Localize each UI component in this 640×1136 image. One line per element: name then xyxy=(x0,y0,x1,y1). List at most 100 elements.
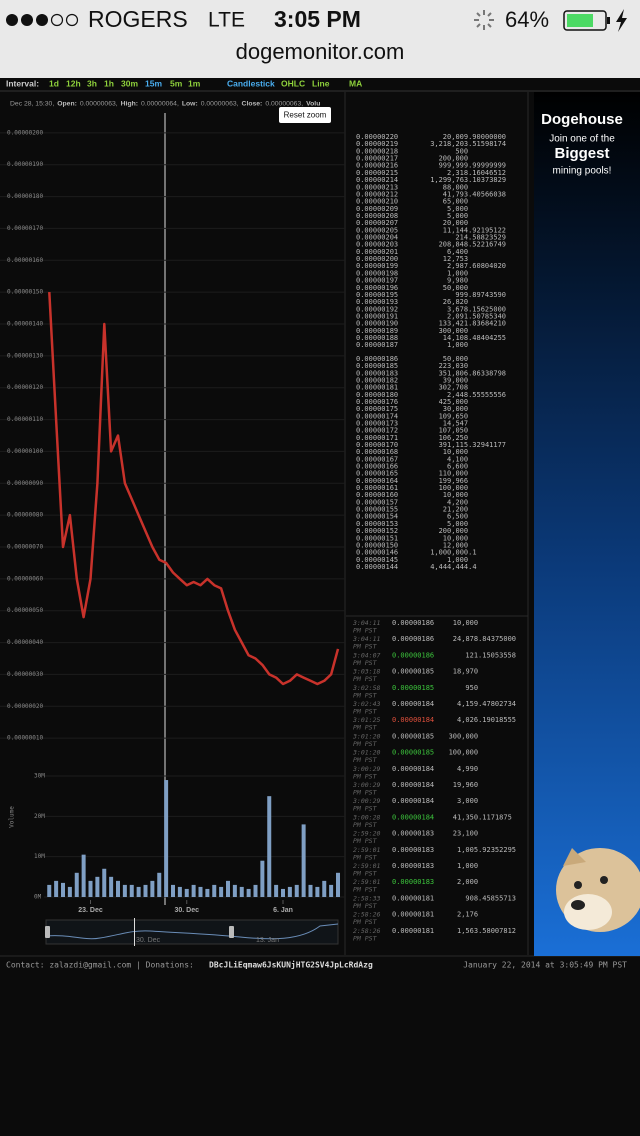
footer-contact: Contact: zalazdi@gmail.com | Donations: xyxy=(6,961,194,970)
y-tick-label: 20M xyxy=(34,813,45,820)
bid-price: 0.00000160 xyxy=(356,491,398,499)
reset-zoom-button[interactable] xyxy=(279,107,331,123)
bid-amount: 351,806.86338798 xyxy=(439,369,506,377)
browser-chrome xyxy=(0,0,640,78)
bid-amount: 5,000 xyxy=(447,520,468,528)
trade-time: 3:03:18 xyxy=(352,668,380,676)
ask-price: 0.00000191 xyxy=(356,313,398,321)
price-line xyxy=(48,292,340,686)
ask-price: 0.00000213 xyxy=(356,183,398,191)
trade-amount: 2,000 xyxy=(457,878,478,886)
volume-bar xyxy=(116,880,120,897)
donation-address[interactable]: DBcJLiEqmaw6JsKUNjHTG2SV4JpLcRdAzg xyxy=(209,960,373,970)
trade-amount: 300,000 xyxy=(449,732,479,740)
trade-price: 0.00000185 xyxy=(392,684,434,692)
interval-option[interactable]: 30m xyxy=(121,78,138,88)
volume-bar xyxy=(171,884,175,897)
ask-amount: 3,678.15625000 xyxy=(447,305,506,313)
indicator-option[interactable]: MA xyxy=(349,78,362,88)
bid-price: 0.00000154 xyxy=(356,513,398,521)
trade-time: 3:00:29 xyxy=(352,797,380,805)
bid-amount: 6,500 xyxy=(447,513,468,521)
interval-option[interactable]: 1d xyxy=(49,78,59,88)
volume-bar xyxy=(177,886,182,897)
volume-bar xyxy=(322,880,327,897)
bid-amount: 4,100 xyxy=(447,455,468,463)
trade-time: PM PST xyxy=(353,886,378,894)
interval-option[interactable]: 1m xyxy=(188,78,201,88)
trade-time: 2:59:20 xyxy=(353,830,380,838)
bid-amount: 4,200 xyxy=(447,498,468,506)
ask-price: 0.00000198 xyxy=(356,269,398,277)
bid-price: 0.00000151 xyxy=(356,534,398,542)
volume-bar xyxy=(150,880,155,897)
tooltip-text: 0.00000063, xyxy=(201,100,239,107)
tooltip-text: High: xyxy=(121,100,138,107)
trade-time: PM PST xyxy=(353,675,378,683)
trade-time: PM PST xyxy=(353,740,378,748)
volume-bar xyxy=(81,854,86,897)
trade-time: 3:00:29 xyxy=(352,781,380,789)
doge-image[interactable] xyxy=(556,848,640,932)
volume-bar xyxy=(246,888,251,897)
battery xyxy=(563,9,627,32)
ad-title[interactable]: Dogehouse xyxy=(541,111,623,128)
ask-price: 0.00000197 xyxy=(356,277,398,285)
trade-price: 0.00000184 xyxy=(392,813,434,821)
volume-bar xyxy=(61,882,65,897)
ad-text[interactable]: Join one of the xyxy=(549,134,615,145)
interval-option[interactable]: 15m xyxy=(145,78,162,88)
chart-type-option[interactable]: Line xyxy=(312,78,330,88)
bid-price: 0.00000182 xyxy=(356,377,398,385)
y-axis-title: Volume xyxy=(9,806,16,828)
ask-price: 0.00000196 xyxy=(356,284,398,292)
trade-time: PM PST xyxy=(353,724,378,732)
ask-price: 0.00000210 xyxy=(356,198,398,206)
volume-bar xyxy=(336,872,340,897)
reset-zoom[interactable]: Reset zoom xyxy=(279,107,331,123)
volume-bar xyxy=(191,884,196,897)
volume-bar xyxy=(143,884,148,897)
url[interactable]: dogemonitor.com xyxy=(236,39,405,64)
interval-option[interactable]: 12h xyxy=(66,78,81,88)
trade-amount: 41,350.1171875 xyxy=(453,813,512,821)
clock: 3:05 PM xyxy=(274,6,361,32)
trade-time: PM PST xyxy=(353,756,378,764)
ad-highlight[interactable]: Biggest xyxy=(554,145,609,162)
trade-price: 0.00000184 xyxy=(392,700,434,708)
trade-price: 0.00000183 xyxy=(392,862,434,870)
bid-price: 0.00000152 xyxy=(356,527,398,535)
x-tick-label: 23. Dec xyxy=(78,907,103,914)
volume-bar xyxy=(287,886,292,897)
y-tick-label: 10M xyxy=(34,853,45,860)
volume-bar xyxy=(74,872,79,897)
bid-amount: 391,115.32941177 xyxy=(439,441,506,449)
ad-banner[interactable] xyxy=(534,92,640,956)
chart-type-option[interactable]: Candlestick xyxy=(227,78,275,88)
trade-time: PM PST xyxy=(353,691,378,699)
toolbar-label: Interval: xyxy=(6,78,39,88)
trade-amount: 4,990 xyxy=(457,765,478,773)
trade-amount: 2,176 xyxy=(457,911,478,919)
chart-type-option[interactable]: OHLC xyxy=(281,78,305,88)
trade-amount: 10,000 xyxy=(453,619,478,627)
interval-option[interactable]: 5m xyxy=(170,78,183,88)
interval-option[interactable]: 1h xyxy=(104,78,114,88)
bid-amount: 10,000 xyxy=(443,491,468,499)
ad-text[interactable]: mining pools! xyxy=(553,166,612,177)
tooltip-text: Dec 28, 15:30, xyxy=(10,100,54,107)
y-tick-label: 0.00000110 xyxy=(7,416,44,423)
trade-time: 3:01:20 xyxy=(352,732,380,740)
ask-amount: 214.58823529 xyxy=(455,234,506,242)
ask-price: 0.00000187 xyxy=(356,341,398,349)
trade-amount: 1,005.92352295 xyxy=(457,846,516,854)
interval-option[interactable]: 3h xyxy=(87,78,97,88)
ask-amount: 208,848.52216749 xyxy=(439,241,506,249)
ask-amount: 1,000 xyxy=(447,341,468,349)
bid-amount: 1,000 xyxy=(447,556,468,564)
bid-price: 0.00000176 xyxy=(356,398,398,406)
volume-bar xyxy=(260,860,265,897)
reset-zoom-label[interactable]: Reset zoom xyxy=(284,111,327,120)
volume-bar xyxy=(164,780,169,897)
x-tick-label: 30. Dec xyxy=(174,907,199,914)
